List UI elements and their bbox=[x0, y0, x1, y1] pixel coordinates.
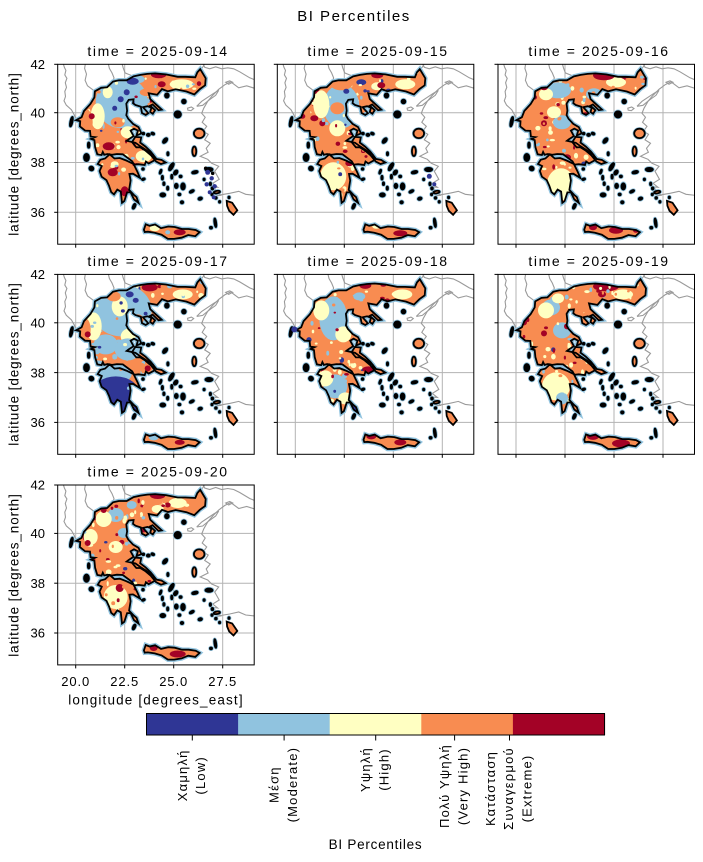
svg-text:time = 2025-09-16: time = 2025-09-16 bbox=[528, 43, 669, 59]
svg-text:(Extreme): (Extreme) bbox=[519, 755, 534, 823]
svg-text:time = 2025-09-15: time = 2025-09-15 bbox=[307, 43, 448, 59]
svg-text:Πολύ Υψηλή: Πολύ Υψηλή bbox=[437, 744, 452, 828]
svg-text:36: 36 bbox=[31, 626, 45, 641]
svg-text:time = 2025-09-18: time = 2025-09-18 bbox=[307, 253, 448, 269]
svg-text:latitude [degrees_north]: latitude [degrees_north] bbox=[7, 282, 22, 445]
svg-text:time = 2025-09-20: time = 2025-09-20 bbox=[87, 464, 228, 480]
svg-text:36: 36 bbox=[31, 205, 45, 220]
svg-text:42: 42 bbox=[31, 267, 45, 282]
svg-text:Συναγερμού: Συναγερμού bbox=[501, 747, 516, 830]
svg-text:Χαμηλή: Χαμηλή bbox=[175, 749, 190, 801]
svg-text:25.0: 25.0 bbox=[159, 674, 188, 689]
svg-text:22.5: 22.5 bbox=[110, 674, 139, 689]
svg-text:27.5: 27.5 bbox=[208, 674, 237, 689]
svg-text:time = 2025-09-17: time = 2025-09-17 bbox=[87, 253, 228, 269]
svg-text:20.0: 20.0 bbox=[61, 674, 90, 689]
svg-text:(Very High): (Very High) bbox=[455, 747, 470, 825]
svg-text:38: 38 bbox=[31, 155, 45, 170]
svg-text:40: 40 bbox=[31, 526, 45, 541]
svg-text:latitude [degrees_north]: latitude [degrees_north] bbox=[7, 72, 22, 235]
svg-text:38: 38 bbox=[31, 576, 45, 591]
svg-text:BI Percentiles: BI Percentiles bbox=[329, 837, 423, 852]
svg-text:time = 2025-09-19: time = 2025-09-19 bbox=[528, 253, 669, 269]
svg-text:(Moderate): (Moderate) bbox=[285, 747, 300, 823]
svg-text:latitude [degrees_north]: latitude [degrees_north] bbox=[7, 493, 22, 656]
svg-text:(High): (High) bbox=[376, 748, 391, 791]
svg-text:42: 42 bbox=[31, 478, 45, 493]
svg-text:38: 38 bbox=[31, 365, 45, 380]
svg-text:40: 40 bbox=[31, 105, 45, 120]
svg-text:(Low): (Low) bbox=[193, 756, 208, 795]
svg-text:Κατάσταση: Κατάσταση bbox=[483, 751, 498, 826]
svg-text:BI Percentiles: BI Percentiles bbox=[297, 8, 411, 25]
svg-text:Υψηλή: Υψηλή bbox=[358, 747, 373, 792]
svg-text:40: 40 bbox=[31, 316, 45, 331]
svg-text:42: 42 bbox=[31, 57, 45, 72]
svg-text:36: 36 bbox=[31, 415, 45, 430]
svg-text:time = 2025-09-14: time = 2025-09-14 bbox=[87, 43, 228, 59]
svg-text:longitude [degrees_east]: longitude [degrees_east] bbox=[68, 693, 243, 708]
svg-text:Μέση: Μέση bbox=[267, 766, 282, 803]
